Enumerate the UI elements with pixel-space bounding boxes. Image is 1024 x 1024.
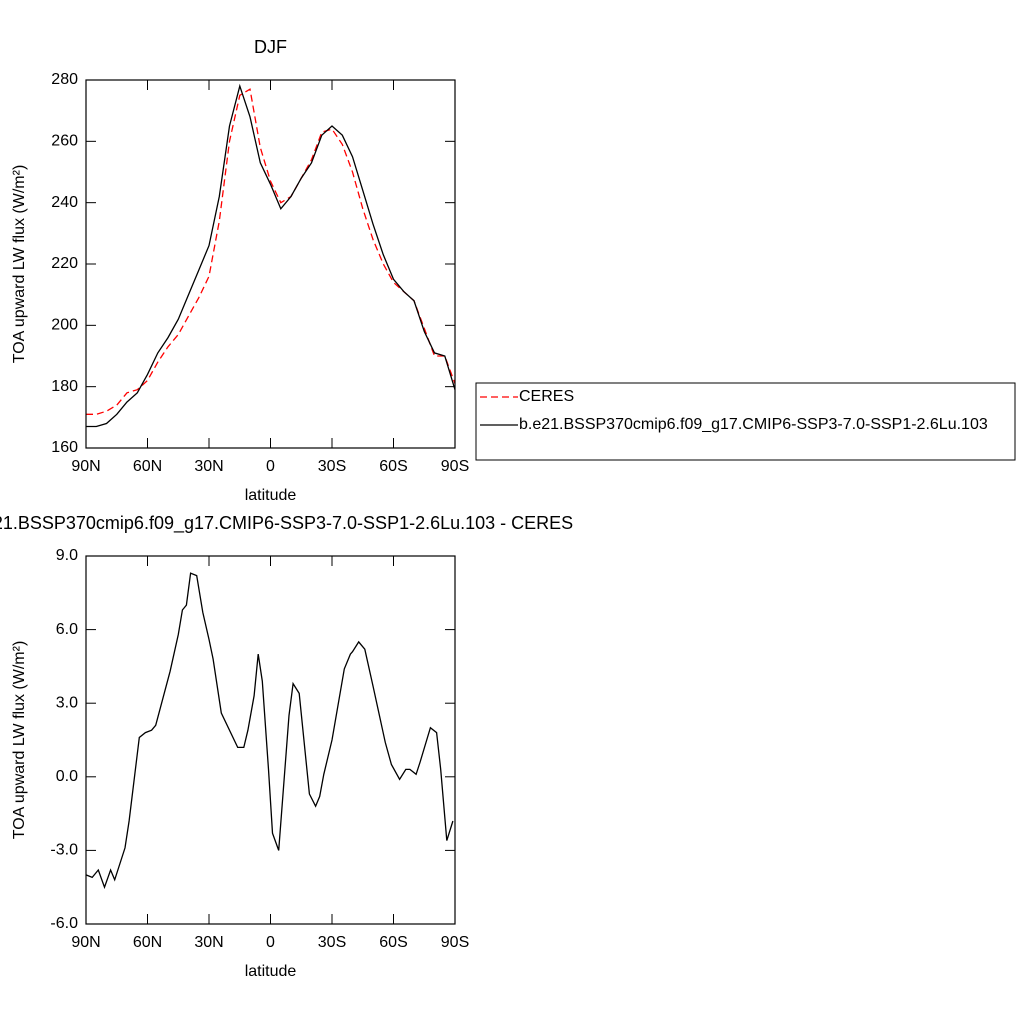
x-tick-label: 90S xyxy=(441,934,469,951)
x-tick-label: 30N xyxy=(194,458,223,475)
legend-label: b.e21.BSSP370cmip6.f09_g17.CMIP6-SSP3-7.… xyxy=(519,416,988,433)
data-line xyxy=(85,572,454,890)
y-tick-label: 0.0 xyxy=(56,768,78,785)
y-tick-label: 3.0 xyxy=(56,694,78,711)
x-axis-label: latitude xyxy=(245,963,297,980)
chart-title: DJF xyxy=(254,37,287,57)
x-tick-label: 90N xyxy=(71,458,100,475)
y-tick-label: 9.0 xyxy=(56,547,78,564)
x-tick-label: 30N xyxy=(194,934,223,951)
data-line xyxy=(86,83,456,428)
y-tick-label: 260 xyxy=(51,133,78,150)
x-tick-label: 60S xyxy=(379,458,407,475)
x-tick-label: 90S xyxy=(441,458,469,475)
y-axis-label: TOA upward LW flux (W/m²) xyxy=(11,165,28,364)
y-tick-label: 200 xyxy=(51,317,78,334)
x-tick-label: 0 xyxy=(266,458,275,475)
x-tick-label: 60S xyxy=(379,934,407,951)
x-axis-label: latitude xyxy=(245,487,297,504)
chart-title: b.e21.BSSP370cmip6.f09_g17.CMIP6-SSP3-7.… xyxy=(0,513,573,534)
x-tick-label: 0 xyxy=(266,934,275,951)
y-tick-label: 220 xyxy=(51,255,78,272)
y-tick-label: 180 xyxy=(51,378,78,395)
x-tick-label: 30S xyxy=(318,934,346,951)
y-tick-label: 6.0 xyxy=(56,621,78,638)
plot-frame xyxy=(85,79,456,449)
plot-frame xyxy=(85,555,456,925)
y-tick-label: -3.0 xyxy=(50,842,78,859)
y-tick-label: 160 xyxy=(51,439,78,456)
data-line xyxy=(86,88,456,415)
x-tick-label: 30S xyxy=(318,458,346,475)
y-axis-label: TOA upward LW flux (W/m²) xyxy=(11,641,28,840)
legend-box xyxy=(475,382,1016,461)
x-tick-label: 90N xyxy=(71,934,100,951)
x-tick-label: 60N xyxy=(133,458,162,475)
y-tick-label: -6.0 xyxy=(50,915,78,932)
y-tick-label: 280 xyxy=(51,71,78,88)
legend-label: CERES xyxy=(519,388,574,405)
y-tick-label: 240 xyxy=(51,194,78,211)
x-tick-label: 60N xyxy=(133,934,162,951)
